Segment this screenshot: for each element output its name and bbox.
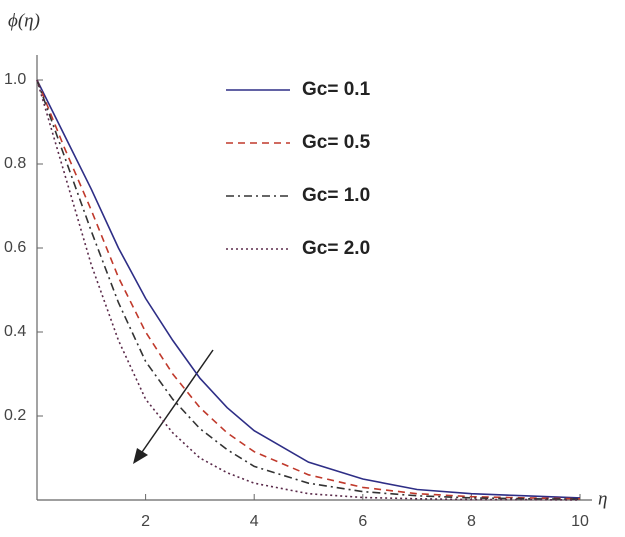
x-tick-label: 10 <box>571 513 589 530</box>
x-tick-label: 8 <box>467 513 476 530</box>
series-line <box>36 79 581 500</box>
y-tick-label: 1.0 <box>4 71 26 88</box>
legend-label: Gc= 2.0 <box>302 238 370 259</box>
x-axis-label: η <box>598 488 607 509</box>
trend-arrow <box>139 349 214 456</box>
x-tick-label: 2 <box>141 513 150 530</box>
y-tick-label: 0.2 <box>4 407 26 424</box>
legend-label: Gc= 0.5 <box>302 132 371 153</box>
legend-label: Gc= 0.1 <box>302 79 371 100</box>
legend-label: Gc= 1.0 <box>302 185 370 206</box>
series-line <box>36 79 581 499</box>
arrow-head <box>133 448 148 464</box>
y-axis-label: ϕ(η) <box>8 10 40 31</box>
y-tick-label: 0.6 <box>4 239 26 256</box>
x-tick-label: 4 <box>250 513 259 530</box>
y-tick-label: 0.4 <box>4 323 26 340</box>
x-tick-label: 6 <box>358 513 367 530</box>
y-tick-label: 0.8 <box>4 155 26 172</box>
